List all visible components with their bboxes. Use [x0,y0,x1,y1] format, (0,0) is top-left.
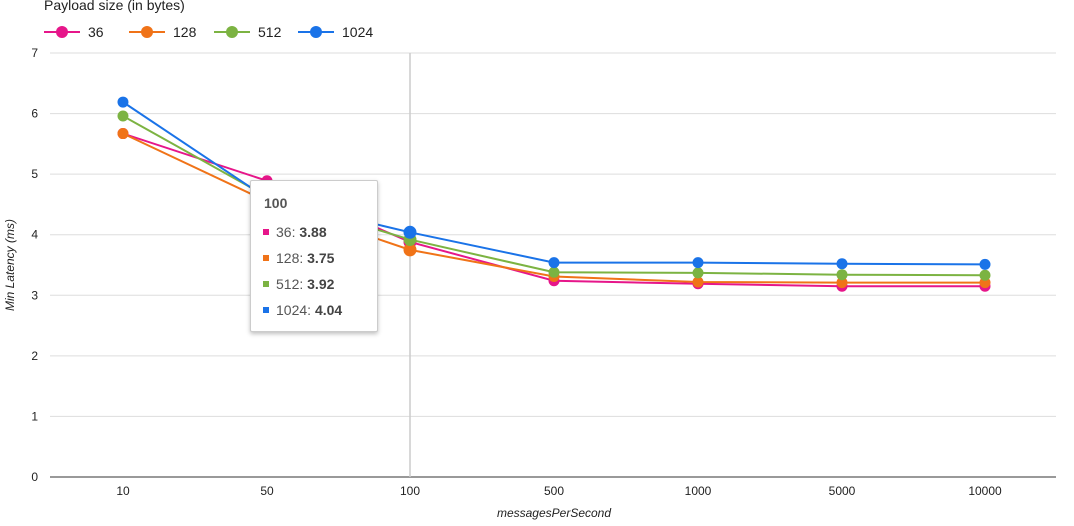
tooltip-label: 512: [276,276,308,292]
legend-item-128[interactable]: 128 [129,24,197,40]
legend: 36 128 512 1024 [44,24,373,40]
tooltip-label: 36: [276,224,300,240]
y-axis-ticks: 0 1 2 3 4 5 6 7 [31,46,38,484]
legend-title: Payload size (in bytes) [44,0,185,13]
tooltip-swatch-128 [263,255,269,261]
y-tick-label: 5 [31,167,38,181]
legend-label: 512 [258,24,282,40]
data-point[interactable] [548,257,560,269]
tooltip-row-128: 128: 3.75 [263,249,334,267]
legend-item-512[interactable]: 512 [214,24,282,40]
x-tick-label: 10 [116,484,130,498]
y-tick-label: 1 [31,409,38,423]
x-tick-label: 500 [544,484,564,498]
x-tick-label: 50 [260,484,274,498]
y-tick-label: 3 [31,288,38,302]
tooltip-swatch-36 [263,229,269,235]
data-point[interactable] [692,276,704,288]
data-point[interactable] [836,277,848,289]
x-axis-label: messagesPerSecond [497,506,611,520]
legend-marker [226,26,238,38]
y-tick-label: 7 [31,46,38,60]
hover-tooltip: 100 36: 3.88 128: 3.75 512: 3.92 1024: 4… [250,180,378,332]
gridlines [50,52,1056,478]
data-point[interactable] [836,258,848,270]
data-point[interactable] [117,110,129,122]
series-group [117,96,991,292]
x-axis-ticks: 10 50 100 500 1000 5000 10000 [116,484,1002,498]
legend-marker [56,26,68,38]
tooltip-value: 3.75 [307,250,335,266]
data-point[interactable] [692,267,704,279]
x-tick-label: 10000 [968,484,1002,498]
y-tick-label: 2 [31,349,38,363]
series-512 [117,110,991,281]
legend-item-36[interactable]: 36 [44,24,104,40]
tooltip-row-1024: 1024: 4.04 [263,301,342,319]
tooltip-swatch-1024 [263,307,269,313]
tooltip-row-512: 512: 3.92 [263,275,334,293]
data-point[interactable] [979,269,991,281]
x-tick-label: 100 [400,484,420,498]
data-point[interactable] [403,225,417,239]
legend-marker [310,26,322,38]
legend-label: 36 [88,24,104,40]
tooltip-label: 128: [276,250,308,266]
x-tick-label: 5000 [829,484,856,498]
tooltip-swatch-512 [263,281,269,287]
y-axis-label: Min Latency (ms) [3,219,17,311]
tooltip-value: 4.04 [314,302,343,318]
legend-label: 1024 [342,24,373,40]
legend-marker [141,26,153,38]
legend-label: 128 [173,24,197,40]
data-point[interactable] [117,96,129,108]
data-point[interactable] [117,128,129,140]
tooltip-value: 3.92 [307,276,335,292]
data-point[interactable] [403,243,417,257]
legend-item-1024[interactable]: 1024 [298,24,373,40]
tooltip-row-36: 36: 3.88 [263,223,327,241]
data-point[interactable] [692,257,704,269]
y-tick-label: 0 [31,470,38,484]
tooltip-value: 3.88 [299,224,327,240]
series-1024 [117,96,991,270]
tooltip-label: 1024: [276,302,315,318]
y-tick-label: 4 [31,228,38,242]
data-point[interactable] [548,266,560,278]
data-point[interactable] [836,269,848,281]
x-tick-label: 1000 [685,484,712,498]
y-tick-label: 6 [31,107,38,121]
data-point[interactable] [979,258,991,270]
tooltip-title: 100 [264,195,288,211]
